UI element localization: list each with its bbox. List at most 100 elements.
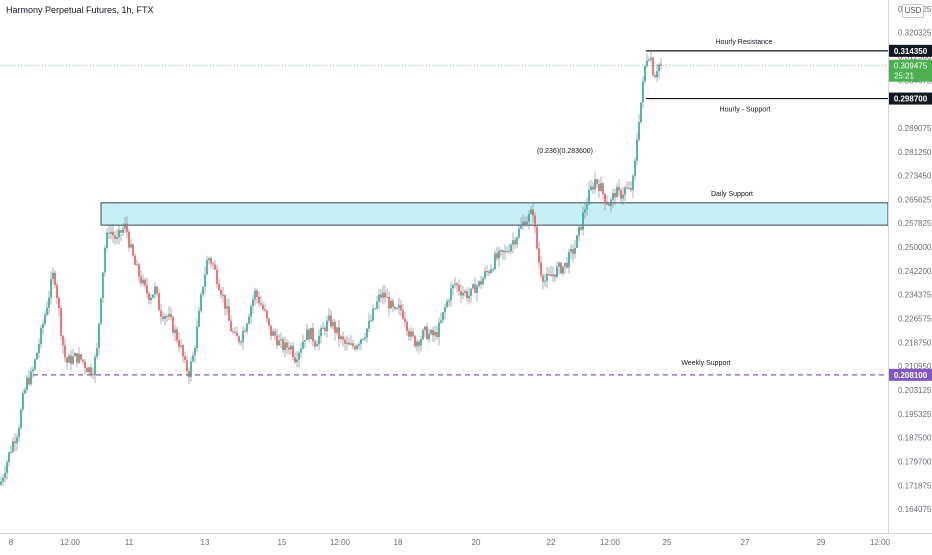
- candle: [334, 321, 336, 333]
- level-price-label: 0.208100: [894, 371, 928, 380]
- candle: [564, 262, 566, 267]
- candle: [576, 235, 578, 249]
- candle: [410, 331, 412, 337]
- candle: [4, 473, 6, 478]
- x-tick-label: 27: [741, 538, 750, 547]
- candle: [46, 307, 48, 315]
- candle: [494, 253, 496, 269]
- candle: [392, 300, 394, 307]
- candle: [600, 183, 602, 192]
- candle: [330, 315, 332, 327]
- candle: [182, 345, 184, 357]
- candle: [88, 367, 90, 373]
- candle: [566, 262, 568, 268]
- candle: [444, 307, 446, 313]
- candle: [302, 341, 304, 349]
- candle: [558, 263, 560, 267]
- candle: [152, 294, 154, 298]
- candle: [86, 367, 88, 373]
- candle: [378, 294, 380, 302]
- candle: [226, 306, 228, 309]
- candle: [454, 283, 456, 285]
- candle: [496, 253, 498, 259]
- y-tick-label: 0.320325: [898, 29, 932, 38]
- candle: [374, 308, 376, 310]
- candle: [628, 188, 630, 190]
- candle: [278, 340, 280, 346]
- candle: [102, 272, 104, 299]
- candle: [82, 359, 84, 362]
- candle: [242, 330, 244, 342]
- y-tick-label: 0.250000: [898, 243, 932, 252]
- currency-button[interactable]: USD: [902, 4, 924, 18]
- candle: [328, 315, 330, 321]
- candle: [70, 355, 72, 364]
- candle: [68, 355, 70, 363]
- candle: [562, 266, 564, 274]
- candle: [216, 269, 218, 284]
- candle: [322, 327, 324, 329]
- candle: [660, 64, 662, 66]
- candle: [180, 345, 182, 347]
- candle: [286, 342, 288, 348]
- candle: [208, 258, 210, 261]
- x-tick-label: 20: [472, 538, 481, 547]
- candles: [0, 49, 662, 486]
- candle: [98, 323, 100, 348]
- candle: [596, 179, 598, 185]
- candle: [432, 330, 434, 336]
- level-name-label: Weekly Support: [681, 360, 730, 367]
- y-tick-label: 0.226575: [898, 315, 932, 324]
- candle: [148, 293, 150, 300]
- candle: [94, 356, 96, 376]
- candle: [510, 244, 512, 251]
- candle: [492, 268, 494, 270]
- candle: [266, 310, 268, 319]
- x-tick-label: 8: [9, 538, 14, 547]
- candle: [318, 335, 320, 345]
- candle: [598, 184, 600, 192]
- candle: [620, 190, 622, 199]
- candle: [30, 371, 32, 385]
- candle: [8, 452, 10, 463]
- candle: [0, 481, 2, 485]
- candle: [622, 194, 624, 199]
- candle: [538, 248, 540, 263]
- level-name-label: Hourly Resistance: [716, 39, 773, 46]
- candle: [522, 221, 524, 226]
- candle: [288, 347, 290, 350]
- candle: [296, 359, 298, 363]
- candle: [236, 332, 238, 337]
- candle: [476, 285, 478, 293]
- candle: [512, 240, 514, 245]
- level-name-label: Hourly - Support: [720, 107, 771, 114]
- candle: [316, 344, 318, 347]
- candle: [590, 186, 592, 190]
- candle: [292, 345, 294, 358]
- candle: [428, 333, 430, 340]
- candle: [134, 255, 136, 266]
- candle: [218, 283, 220, 291]
- candle: [630, 188, 632, 190]
- candle: [16, 437, 18, 444]
- candle: [146, 285, 148, 294]
- candle: [274, 331, 276, 336]
- price-axis[interactable]: 0.3281250.3203250.3125000.3046750.297875…: [888, 0, 932, 550]
- candle: [40, 327, 42, 345]
- candle: [450, 288, 452, 301]
- candle: [166, 316, 168, 318]
- candle: [402, 310, 404, 319]
- time-axis[interactable]: 8 12:00 11 13 15 12:00 18 20 22 12:00 25 27 29 12:00: [0, 533, 932, 548]
- candle: [210, 258, 212, 264]
- candle: [238, 336, 240, 342]
- candle: [142, 279, 144, 284]
- candle: [202, 286, 204, 295]
- candle: [240, 341, 242, 343]
- level-price-badge: [889, 368, 932, 381]
- candle: [550, 274, 552, 277]
- candle: [544, 280, 546, 282]
- current-price-label: 0.309475: [894, 62, 928, 71]
- y-tick-label: 0.203125: [898, 386, 932, 395]
